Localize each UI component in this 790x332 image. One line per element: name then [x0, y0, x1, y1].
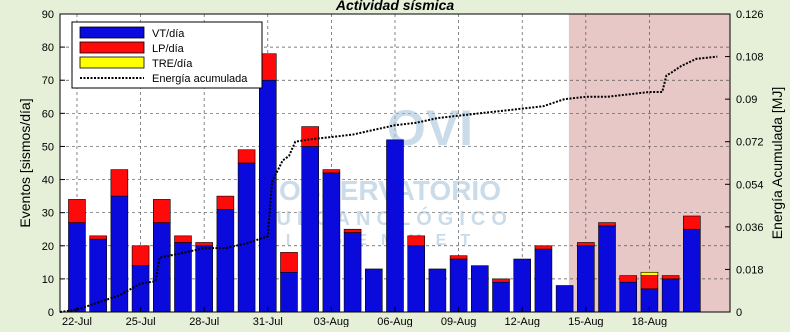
bar-tre	[640, 271, 659, 276]
bar-lp	[131, 245, 150, 266]
y-tick-label: 90	[42, 9, 54, 21]
bar-vt	[683, 228, 701, 313]
bar-vt	[534, 248, 553, 313]
x-tick-label: 31-Jul	[253, 316, 283, 327]
x-tick-label: 15-Aug	[568, 316, 603, 327]
bar-vt	[407, 245, 425, 313]
y2-tick-label: 0.018	[736, 264, 764, 276]
y2-axis-label: Energía Acumulada [MJ]	[769, 87, 785, 240]
bar-lp	[174, 235, 192, 243]
bar-vt	[152, 222, 171, 313]
bar-vt	[492, 281, 510, 313]
bar-vt	[322, 172, 341, 313]
bar-vt	[471, 265, 489, 313]
bar-vt	[216, 209, 235, 313]
legend-label: LP/día	[152, 43, 185, 55]
bar-vt	[386, 139, 404, 313]
bar-lp	[110, 169, 129, 197]
bar-lp	[89, 235, 107, 240]
bar-vt	[280, 271, 298, 313]
x-tick-label: 03-Aug	[314, 316, 349, 327]
x-tick-label: 12-Aug	[504, 316, 539, 327]
bar-lp	[449, 255, 468, 260]
bar-lp	[577, 242, 595, 247]
bar-vt	[68, 222, 86, 313]
y-tick-label: 10	[42, 274, 54, 286]
bar-vt	[343, 232, 362, 313]
bar-series-group	[68, 53, 701, 313]
bar-vt	[619, 281, 638, 313]
bar-vt	[195, 245, 213, 313]
bar-vt	[237, 162, 256, 313]
y-axis-label: Eventos [sismos/día]	[17, 98, 33, 227]
x-tick-label: 18-Aug	[632, 316, 667, 327]
y2-tick-label: 0.054	[736, 179, 764, 191]
bar-lp	[237, 149, 256, 164]
y-axis-right: 0 0.018 0.036 0.054 0.072 0.09 0.108 0.126	[725, 9, 764, 319]
y-tick-label: 70	[42, 75, 54, 87]
y2-tick-label: 0.108	[736, 52, 764, 64]
energy-line	[59, 55, 718, 313]
legend: VT/día LP/día TRE/día Energía acumulada	[71, 21, 263, 89]
legend-label: Energía acumulada	[152, 73, 248, 85]
bar-vt	[365, 268, 383, 313]
bar-lp	[195, 242, 213, 247]
legend-swatch	[79, 26, 145, 39]
x-tick-label: 22-Jul	[62, 316, 92, 327]
bar-lp	[598, 222, 616, 227]
legend-label: VT/día	[152, 28, 185, 40]
legend-items: VT/día LP/día TRE/día Energía acumulada	[79, 26, 248, 85]
chart-title: Actividad sísmica	[335, 0, 454, 13]
y-tick-label: 80	[42, 42, 54, 54]
legend-swatch	[79, 56, 145, 69]
bar-vt	[428, 268, 447, 313]
bar-vt	[513, 258, 531, 313]
y2-tick-label: 0.036	[736, 222, 764, 234]
x-tick-label: 28-Jul	[189, 316, 219, 327]
y-axis-left: 0 10 20 30 40 50 60 70 80 90	[42, 9, 65, 319]
y-tick-label: 20	[42, 241, 54, 253]
bar-vt	[110, 195, 129, 313]
bar-lp	[152, 199, 171, 223]
y-tick-label: 40	[42, 175, 54, 187]
legend-swatch	[79, 41, 145, 54]
bar-lp	[301, 126, 319, 147]
y-tick-label: 50	[42, 141, 54, 153]
x-tick-label: 25-Jul	[126, 316, 156, 327]
bar-vt	[577, 245, 595, 313]
y-tick-label: 30	[42, 208, 54, 220]
bar-lp	[661, 275, 680, 280]
bar-vt	[555, 285, 574, 313]
y2-tick-label: 0	[736, 307, 742, 319]
x-tick-label: 06-Aug	[377, 316, 412, 327]
bar-lp	[492, 278, 510, 283]
bar-lp	[407, 235, 425, 247]
bar-lp	[683, 215, 701, 230]
y-tick-label: 60	[42, 108, 54, 120]
y2-tick-label: 0.126	[736, 9, 764, 21]
bar-vt	[661, 278, 680, 313]
watermark-line-2: VULCANOLÓGICO	[257, 206, 513, 230]
x-axis: 22-Jul 25-Jul 28-Jul 31-Jul 03-Aug 06-Aug 09-A…	[62, 307, 667, 328]
bar-lp	[343, 228, 362, 233]
y2-tick-label: 0.072	[736, 137, 764, 149]
legend-label: TRE/día	[152, 58, 193, 70]
bar-vt	[598, 225, 616, 313]
bar-lp	[280, 252, 298, 273]
bar-vt	[301, 146, 319, 313]
bar-lp	[534, 245, 553, 250]
bar-vt	[131, 265, 150, 313]
y2-tick-label: 0.09	[736, 94, 757, 106]
bar-lp	[619, 275, 638, 283]
y-tick-label: 0	[48, 307, 54, 319]
bar-vt	[449, 258, 468, 313]
bar-lp	[68, 199, 86, 223]
x-tick-label: 09-Aug	[441, 316, 476, 327]
bar-lp	[216, 195, 235, 210]
bar-lp	[322, 169, 341, 174]
bar-lp	[640, 275, 659, 290]
bar-vt	[259, 79, 277, 313]
